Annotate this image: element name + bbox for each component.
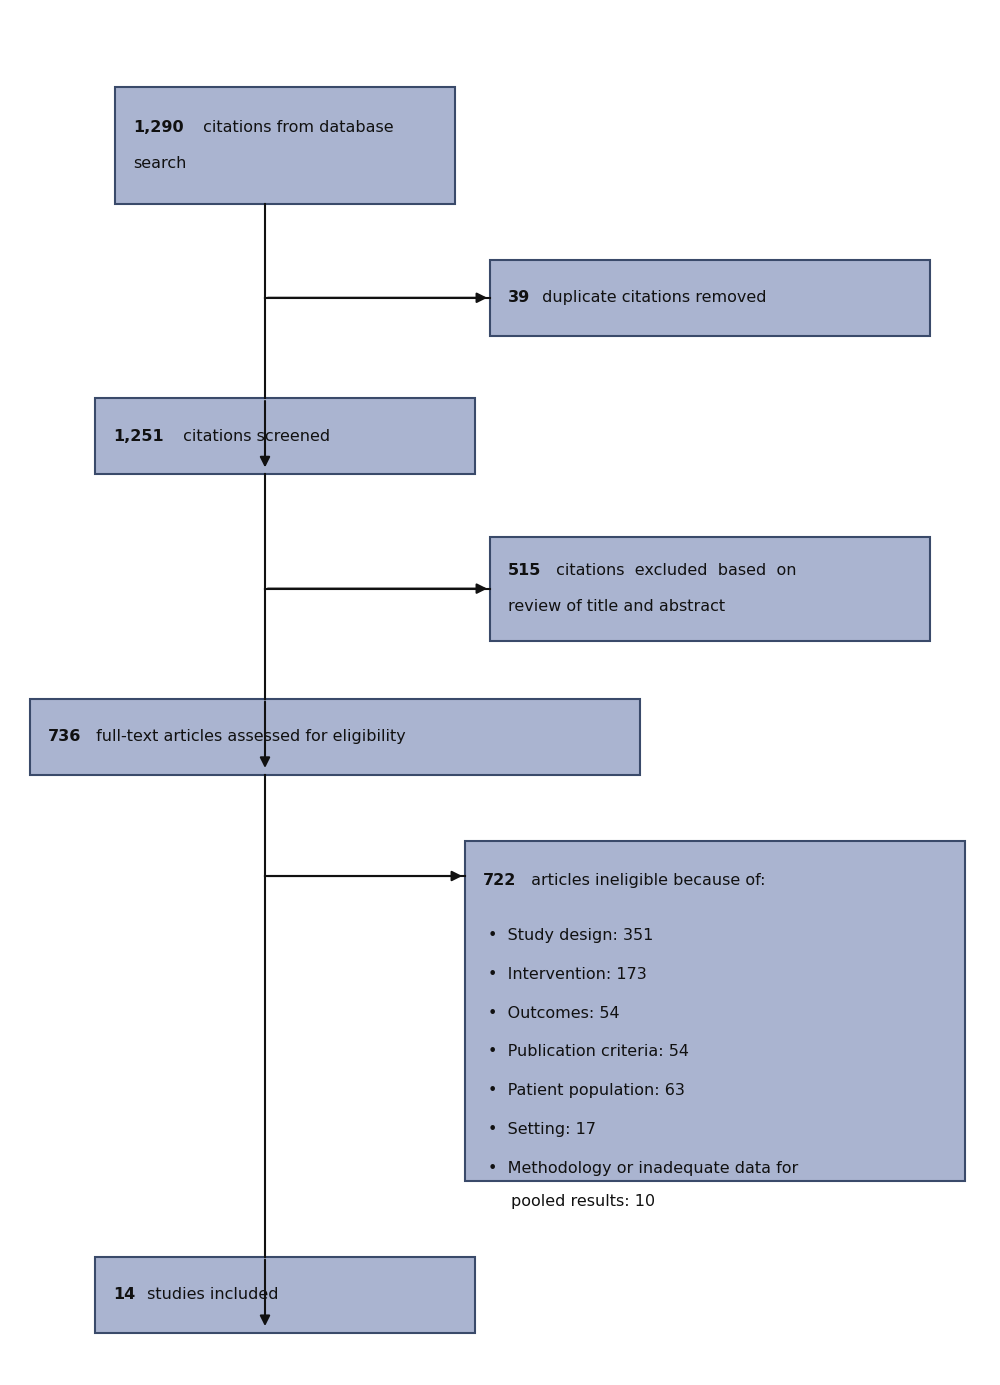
FancyBboxPatch shape: [115, 86, 455, 204]
Text: 39: 39: [508, 291, 530, 305]
FancyBboxPatch shape: [490, 259, 930, 337]
FancyBboxPatch shape: [30, 698, 640, 776]
Text: citations from database: citations from database: [198, 120, 394, 134]
Text: 515: 515: [508, 564, 541, 578]
Text: citations  excluded  based  on: citations excluded based on: [551, 564, 797, 578]
Text: search: search: [133, 157, 186, 170]
Text: •  Study design: 351: • Study design: 351: [488, 928, 653, 943]
Text: duplicate citations removed: duplicate citations removed: [537, 291, 766, 305]
Text: 1,290: 1,290: [133, 120, 184, 134]
Text: studies included: studies included: [142, 1288, 278, 1302]
Text: 14: 14: [113, 1288, 135, 1302]
FancyBboxPatch shape: [490, 537, 930, 640]
FancyBboxPatch shape: [95, 1258, 475, 1332]
FancyBboxPatch shape: [465, 841, 965, 1180]
Text: citations screened: citations screened: [178, 429, 330, 443]
Text: 1,251: 1,251: [113, 429, 164, 443]
Text: 736: 736: [48, 730, 81, 744]
Text: •  Setting: 17: • Setting: 17: [488, 1122, 596, 1137]
Text: full-text articles assessed for eligibility: full-text articles assessed for eligibil…: [91, 730, 406, 744]
Text: 722: 722: [483, 873, 516, 888]
Text: pooled results: 10: pooled results: 10: [511, 1194, 655, 1209]
Text: •  Outcomes: 54: • Outcomes: 54: [488, 1006, 620, 1021]
Text: •  Publication criteria: 54: • Publication criteria: 54: [488, 1044, 689, 1060]
FancyBboxPatch shape: [95, 397, 475, 474]
Text: •  Methodology or inadequate data for: • Methodology or inadequate data for: [488, 1161, 798, 1176]
Text: •  Patient population: 63: • Patient population: 63: [488, 1083, 685, 1098]
Text: articles ineligible because of:: articles ineligible because of:: [526, 873, 766, 888]
Text: review of title and abstract: review of title and abstract: [508, 600, 725, 614]
Text: •  Intervention: 173: • Intervention: 173: [488, 967, 647, 982]
